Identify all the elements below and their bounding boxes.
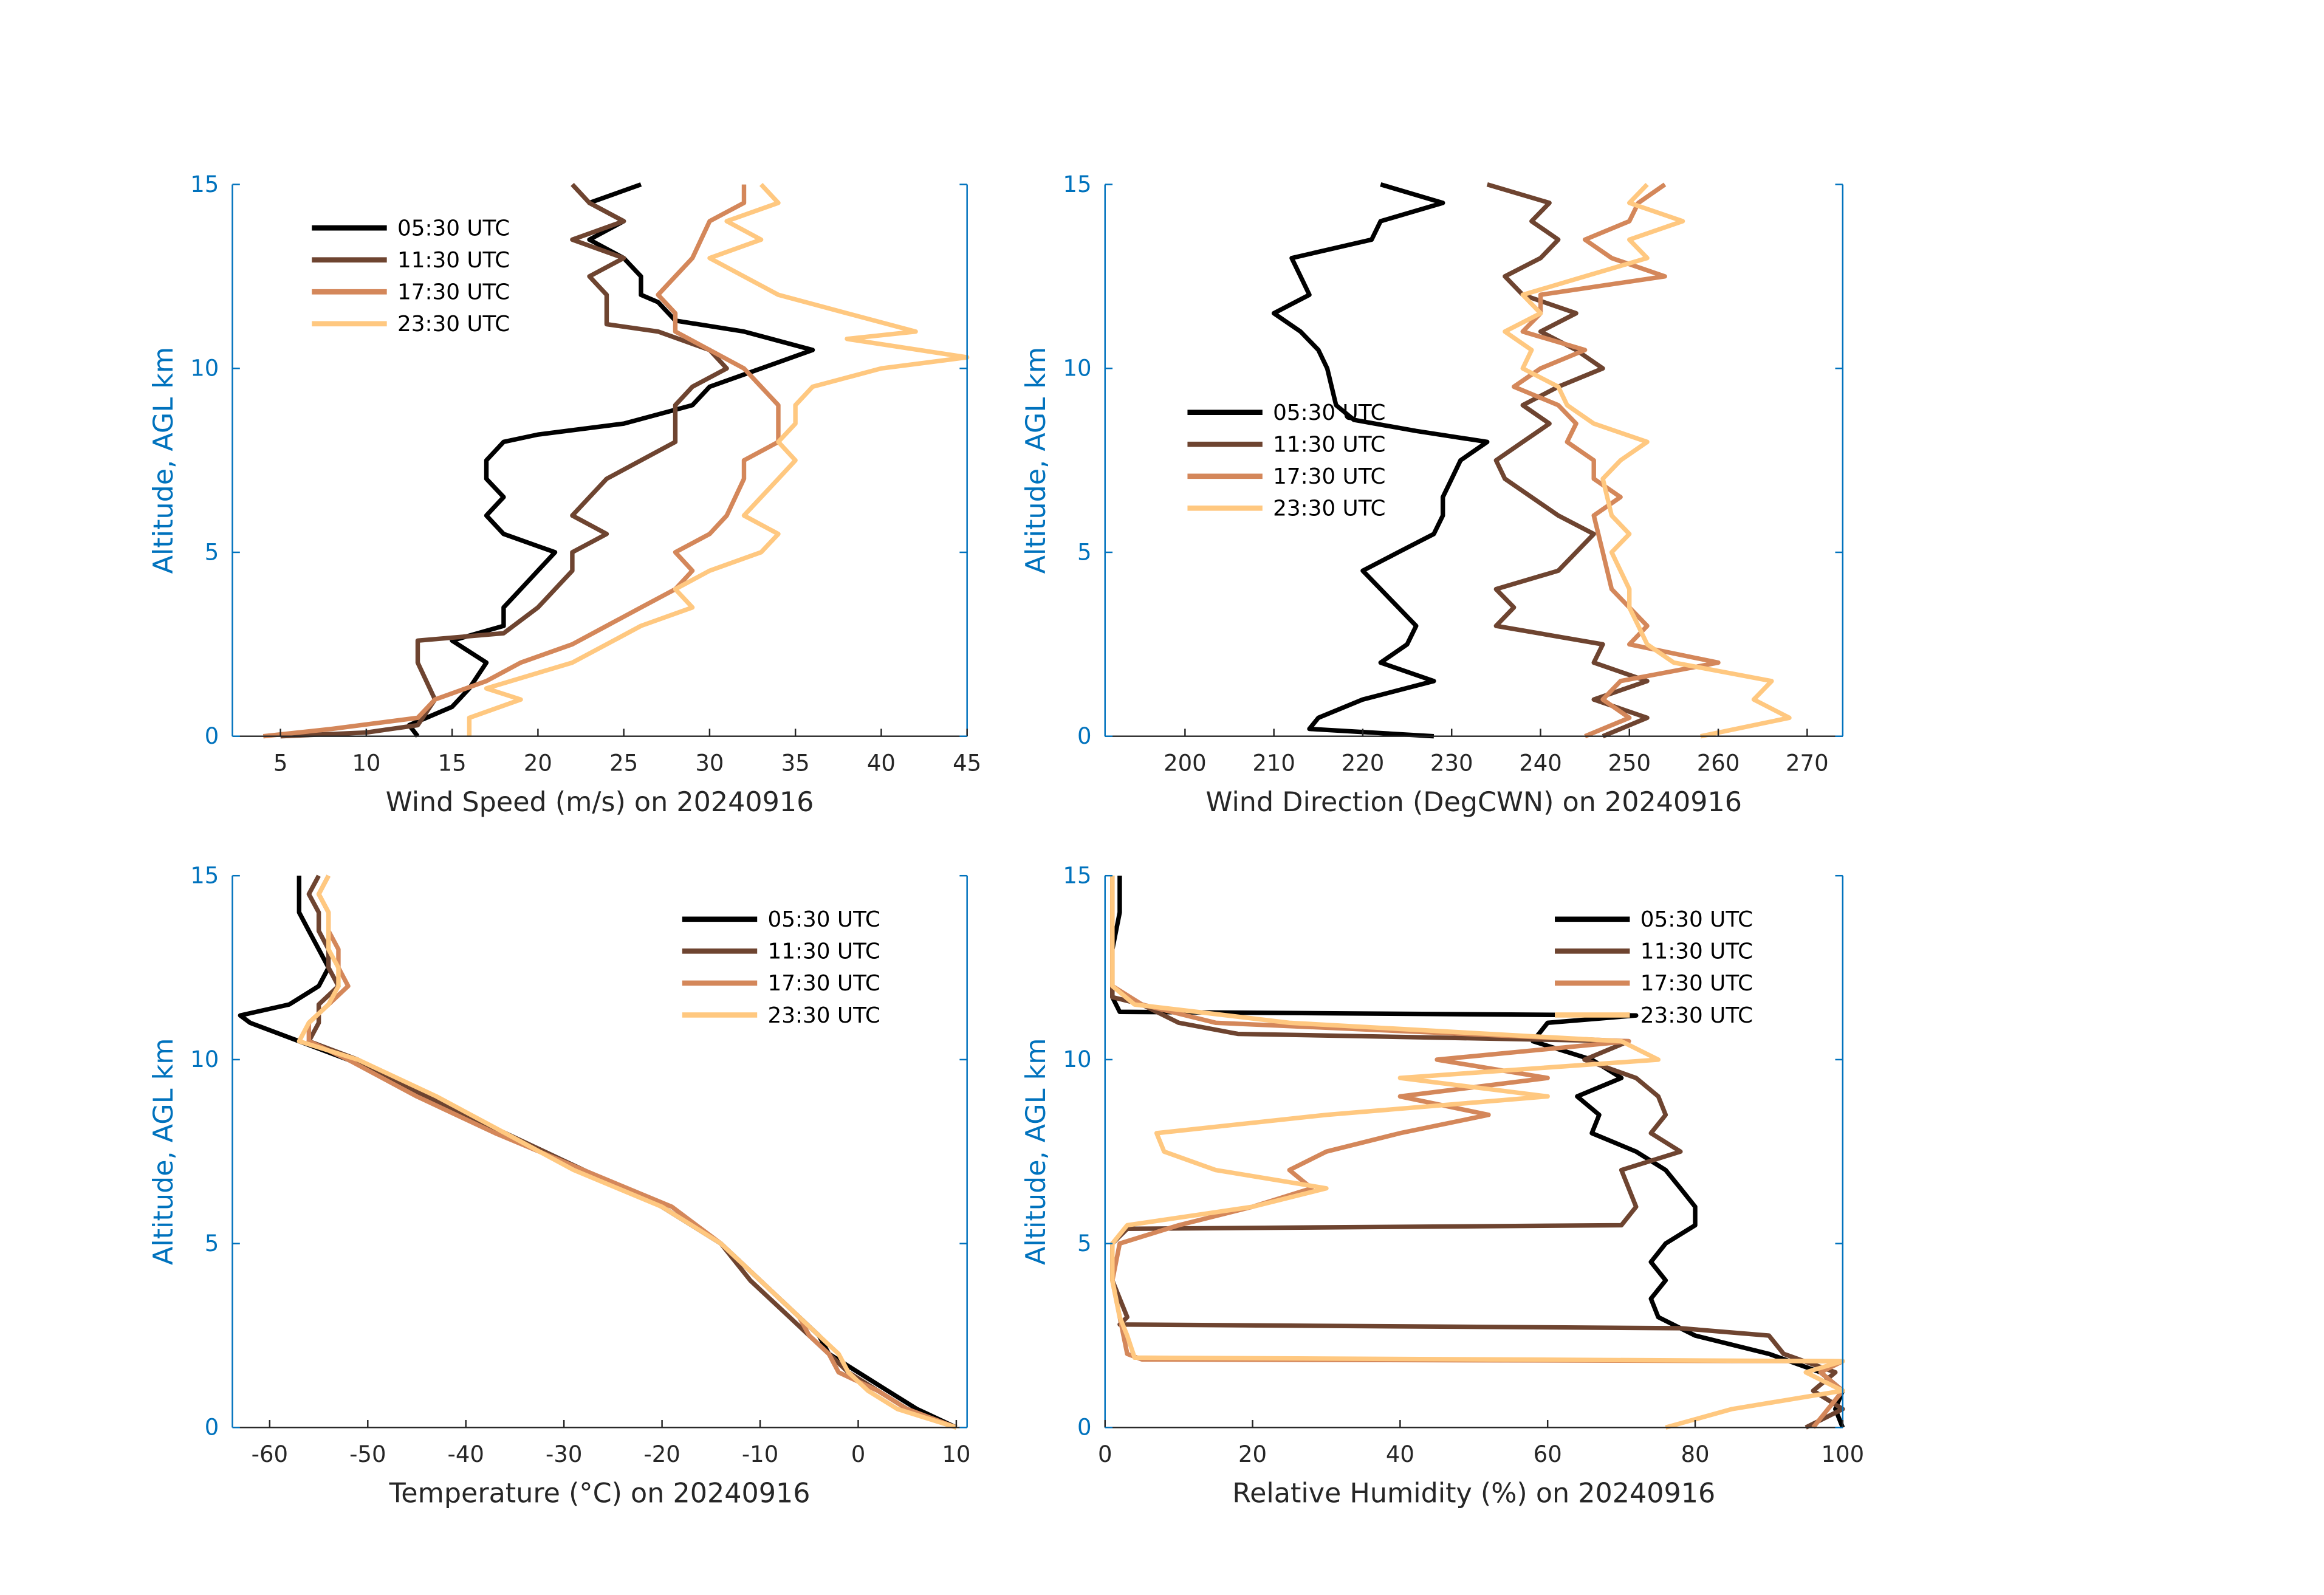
x-tick-label: 25 xyxy=(609,750,638,776)
x-tick-label: 60 xyxy=(1534,1441,1562,1467)
x-tick-label: 260 xyxy=(1697,750,1740,776)
y-axis-label: Altitude, AGL km xyxy=(1021,347,1052,574)
x-tick-label: -20 xyxy=(643,1441,680,1467)
y-axis-label: Altitude, AGL km xyxy=(148,1038,179,1265)
y-tick-label: 15 xyxy=(1063,171,1091,197)
y-tick-label: 15 xyxy=(190,171,219,197)
y-axis-label: Altitude, AGL km xyxy=(148,347,179,574)
x-tick-label: 30 xyxy=(695,750,724,776)
x-tick-label: 45 xyxy=(953,750,981,776)
legend-label: 17:30 UTC xyxy=(1273,464,1385,489)
x-tick-label: -60 xyxy=(252,1441,288,1467)
x-axis-label: Relative Humidity (%) on 20240916 xyxy=(1232,1478,1715,1509)
y-tick-label: 5 xyxy=(205,1230,219,1257)
x-tick-label: 10 xyxy=(352,750,380,776)
x-tick-label: 10 xyxy=(942,1441,970,1467)
x-tick-label: 240 xyxy=(1519,750,1562,776)
legend-label: 05:30 UTC xyxy=(1640,907,1753,932)
y-tick-label: 15 xyxy=(1063,863,1091,889)
x-tick-label: 20 xyxy=(1238,1441,1267,1467)
series-line-2330UTC xyxy=(1503,182,1792,739)
x-tick-label: -40 xyxy=(448,1441,484,1467)
x-tick-label: 20 xyxy=(524,750,552,776)
x-axis-label: Wind Speed (m/s) on 20240916 xyxy=(386,787,814,818)
x-axis-label: Temperature (°C) on 20240916 xyxy=(389,1478,811,1509)
x-tick-label: 200 xyxy=(1164,750,1207,776)
legend-label: 17:30 UTC xyxy=(397,280,510,305)
y-tick-label: 5 xyxy=(1077,539,1092,565)
x-tick-label: -30 xyxy=(546,1441,582,1467)
x-tick-label: 35 xyxy=(781,750,810,776)
y-tick-label: 10 xyxy=(1063,355,1091,382)
series-line-1130UTC xyxy=(280,183,729,739)
series-line-2330UTC xyxy=(1110,876,1845,1430)
legend: 05:30 UTC 11:30 UTC 17:30 UTC 23:30 UTC xyxy=(1555,907,1753,1028)
x-tick-label: 270 xyxy=(1786,750,1829,776)
series-line-0530UTC xyxy=(1271,182,1490,739)
x-tick-label: 100 xyxy=(1822,1441,1865,1467)
x-tick-label: 40 xyxy=(867,750,896,776)
y-tick-label: 10 xyxy=(1063,1046,1091,1072)
x-tick-label: 80 xyxy=(1681,1441,1709,1467)
x-axis-label: Wind Direction (DegCWN) on 20240916 xyxy=(1206,787,1743,818)
y-tick-label: 0 xyxy=(205,723,219,749)
x-tick-label: 0 xyxy=(1098,1441,1112,1467)
series-line-1130UTC xyxy=(1486,182,1650,739)
y-tick-label: 5 xyxy=(1077,1230,1092,1257)
series-line-1730UTC xyxy=(262,184,781,739)
legend-label: 11:30 UTC xyxy=(767,939,880,964)
x-tick-label: 220 xyxy=(1342,750,1385,776)
legend-label: 05:30 UTC xyxy=(767,907,880,932)
legend-label: 11:30 UTC xyxy=(397,248,510,273)
y-tick-label: 5 xyxy=(205,539,219,565)
subplot-4: 0 20 40 60 80 100 0 5 10 15 Relative Humidity (%) … xyxy=(1021,863,1864,1509)
legend-label: 23:30 UTC xyxy=(1273,496,1385,521)
y-tick-label: 0 xyxy=(1077,1415,1092,1441)
series-line-2330UTC xyxy=(296,874,958,1430)
legend-label: 11:30 UTC xyxy=(1640,939,1753,964)
series-line-1730UTC xyxy=(1511,182,1721,739)
x-tick-label: 250 xyxy=(1608,750,1651,776)
legend: 05:30 UTC 11:30 UTC 17:30 UTC 23:30 UTC xyxy=(312,216,510,337)
y-tick-label: 10 xyxy=(190,355,219,382)
legend-label: 23:30 UTC xyxy=(1640,1003,1753,1028)
series-line-2330UTC xyxy=(467,183,970,736)
legend-label: 05:30 UTC xyxy=(1273,400,1385,425)
x-tick-label: -50 xyxy=(349,1441,386,1467)
legend: 05:30 UTC 11:30 UTC 17:30 UTC 23:30 UTC xyxy=(682,907,880,1028)
y-tick-label: 0 xyxy=(205,1415,219,1441)
legend-label: 17:30 UTC xyxy=(767,971,880,996)
series-line-1730UTC xyxy=(306,874,958,1430)
subplot-1: 5 10 15 20 25 30 35 40 45 0 5 10 15 Wind Speed (m/s) … xyxy=(148,171,981,818)
x-tick-label: 15 xyxy=(438,750,467,776)
x-tick-label: 5 xyxy=(273,750,288,776)
legend: 05:30 UTC 11:30 UTC 17:30 UTC 23:30 UTC xyxy=(1187,400,1385,521)
x-tick-label: -10 xyxy=(742,1441,778,1467)
x-tick-label: 40 xyxy=(1386,1441,1414,1467)
x-tick-label: 230 xyxy=(1430,750,1473,776)
legend-label: 23:30 UTC xyxy=(397,312,510,337)
y-axis-label: Altitude, AGL km xyxy=(1021,1038,1052,1265)
subplot-3: -60 -50 -40 -30 -20 -10 0 10 0 5 10 15 Temperature (… xyxy=(148,863,971,1509)
x-tick-label: 0 xyxy=(851,1441,866,1467)
y-tick-label: 10 xyxy=(190,1046,219,1072)
legend-label: 05:30 UTC xyxy=(397,216,510,241)
legend-label: 11:30 UTC xyxy=(1273,433,1385,458)
subplot-2: 200 210 220 230 240 250 260 270 0 5 10 15 Wind Direc… xyxy=(1021,171,1844,818)
x-tick-label: 210 xyxy=(1252,750,1295,776)
y-tick-label: 0 xyxy=(1077,723,1092,749)
legend-label: 23:30 UTC xyxy=(767,1003,880,1028)
legend-label: 17:30 UTC xyxy=(1640,971,1753,996)
y-tick-label: 15 xyxy=(190,863,219,889)
